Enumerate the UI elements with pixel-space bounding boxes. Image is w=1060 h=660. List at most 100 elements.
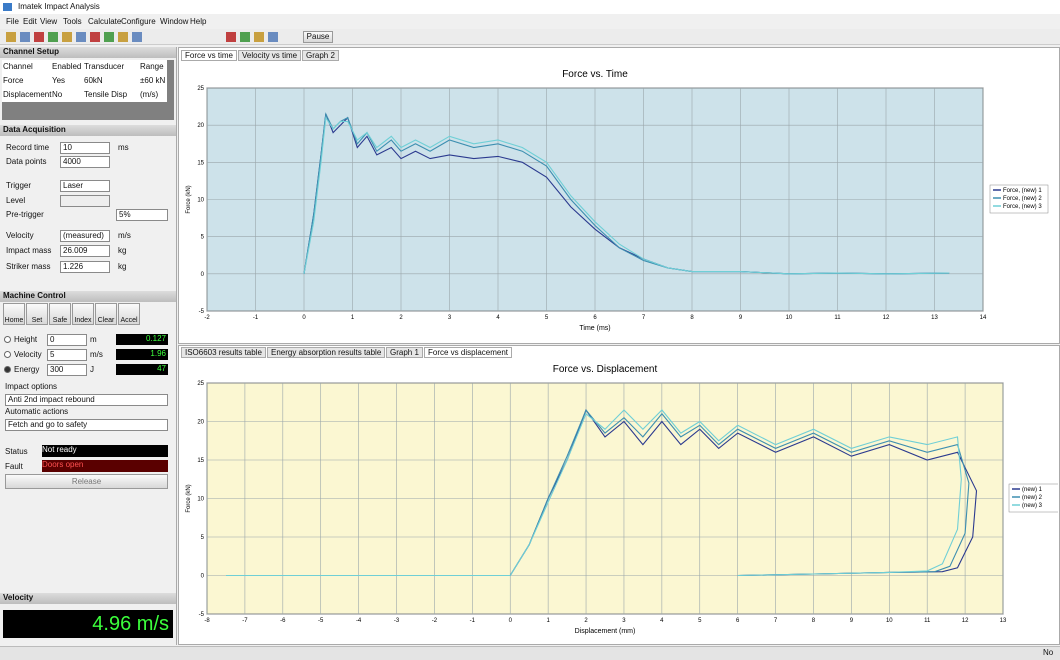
toolbar-icon[interactable] <box>226 32 236 42</box>
legend-label: (new) 1 <box>1022 487 1043 493</box>
y-tick-label: 20 <box>197 123 204 129</box>
y-tick-label: 15 <box>197 458 204 464</box>
x-tick-label: 10 <box>886 618 893 624</box>
x-tick-label: 11 <box>834 315 841 321</box>
tab[interactable]: Graph 2 <box>302 50 339 61</box>
field-label: Level <box>6 196 26 205</box>
field-label: Data points <box>6 157 47 166</box>
toolbar-icon[interactable] <box>240 32 250 42</box>
tab[interactable]: Velocity vs time <box>238 50 302 61</box>
field-label: Velocity <box>6 231 34 240</box>
x-tick-label: -1 <box>470 618 476 624</box>
x-tick-label: 12 <box>962 618 969 624</box>
table-header: Range <box>140 62 164 71</box>
control-button[interactable]: Set <box>26 303 48 325</box>
menu-item[interactable]: Window <box>160 17 189 26</box>
chart-title: Force vs. Time <box>562 69 628 80</box>
field-label: Striker mass <box>6 262 51 271</box>
toolbar <box>0 29 1060 45</box>
input-field[interactable]: 0 <box>47 334 87 346</box>
field-label: Record time <box>6 143 50 152</box>
toolbar-icon[interactable] <box>20 32 30 42</box>
input-field[interactable]: 5% <box>116 209 168 221</box>
menu-item[interactable]: View <box>40 17 58 26</box>
toolbar-icon[interactable] <box>132 32 142 42</box>
toolbar-icon[interactable] <box>268 32 278 42</box>
toolbar-icon[interactable] <box>254 32 264 42</box>
x-tick-label: 5 <box>545 315 549 321</box>
tab[interactable]: Energy absorption results table <box>267 347 386 358</box>
x-tick-label: 12 <box>883 315 890 321</box>
tab[interactable]: Force vs displacement <box>424 347 513 358</box>
dropdown[interactable]: Fetch and go to safety <box>5 419 168 431</box>
radio[interactable] <box>4 366 11 373</box>
x-tick-label: 1 <box>351 315 355 321</box>
toolbar-icon[interactable] <box>48 32 58 42</box>
toolbar-icon[interactable] <box>104 32 114 42</box>
toolbar-icon[interactable] <box>6 32 16 42</box>
control-button[interactable]: Clear <box>95 303 117 325</box>
toolbar-icon[interactable] <box>34 32 44 42</box>
field-label: Pre-trigger <box>6 210 44 219</box>
y-tick-label: -5 <box>199 612 205 618</box>
unit-label: J <box>90 365 94 374</box>
toolbar-icon[interactable] <box>76 32 86 42</box>
dropdown[interactable]: Anti 2nd impact rebound <box>5 394 168 406</box>
input-field[interactable]: 5 <box>47 349 87 361</box>
tab[interactable]: Force vs time <box>181 50 238 61</box>
status-bar <box>0 646 1060 660</box>
radio[interactable] <box>4 351 11 358</box>
legend-label: (new) 2 <box>1022 495 1043 501</box>
toolbar-icon[interactable] <box>90 32 100 42</box>
x-tick-label: 3 <box>622 618 626 624</box>
x-tick-label: 2 <box>584 618 588 624</box>
y-tick-label: -5 <box>199 309 205 315</box>
tab[interactable]: ISO6603 results table <box>181 347 266 358</box>
input-field[interactable]: 4000 <box>60 156 110 168</box>
toolbar-icon[interactable] <box>62 32 72 42</box>
field-label: Energy <box>14 365 40 374</box>
input-field[interactable]: 1.226 <box>60 261 110 273</box>
x-tick-label: 13 <box>1000 618 1007 624</box>
menu-item[interactable]: Calculate <box>88 17 122 26</box>
app-icon <box>3 3 12 11</box>
input-field[interactable] <box>60 195 110 207</box>
window-title: Imatek Impact Analysis <box>18 2 100 11</box>
input-field[interactable]: 300 <box>47 364 87 376</box>
x-tick-label: 1 <box>546 618 550 624</box>
x-tick-label: 13 <box>931 315 938 321</box>
chart-title: Force vs. Displacement <box>553 364 658 375</box>
radio[interactable] <box>4 336 11 343</box>
x-tick-label: 4 <box>660 618 664 624</box>
menu-item[interactable]: Edit <box>23 17 37 26</box>
panel-header: Channel Setup <box>0 47 176 58</box>
input-field[interactable]: 26.009 <box>60 245 110 257</box>
input-field[interactable]: Laser <box>60 180 110 192</box>
tab[interactable]: Graph 1 <box>386 347 423 358</box>
series-line <box>226 409 962 577</box>
table-cell: No <box>52 90 63 99</box>
x-tick-label: -4 <box>356 618 362 624</box>
menu-item[interactable]: Configure <box>121 17 156 26</box>
release-button[interactable]: Release <box>5 474 168 489</box>
table-cell: Force <box>3 76 24 85</box>
menu-item[interactable]: File <box>6 17 19 26</box>
title-bar <box>0 0 1060 14</box>
control-button[interactable]: Accel <box>118 303 140 325</box>
legend-label: Force, (new) 2 <box>1003 196 1042 202</box>
panel-header: Velocity <box>0 593 176 604</box>
input-field[interactable]: (measured) <box>60 230 110 242</box>
input-field[interactable]: 10 <box>60 142 110 154</box>
legend-label: Force, (new) 3 <box>1003 204 1042 210</box>
x-tick-label: 6 <box>736 618 740 624</box>
menu-item[interactable]: Tools <box>63 17 82 26</box>
control-button[interactable]: Index <box>72 303 94 325</box>
y-tick-label: 0 <box>201 574 205 580</box>
control-button[interactable]: Home <box>3 303 25 325</box>
pause-button[interactable]: Pause <box>303 31 333 43</box>
legend-label: (new) 3 <box>1022 503 1043 509</box>
toolbar-icon[interactable] <box>118 32 128 42</box>
control-button[interactable]: Safe <box>49 303 71 325</box>
table-header: Channel <box>3 62 33 71</box>
menu-item[interactable]: Help <box>190 17 207 26</box>
